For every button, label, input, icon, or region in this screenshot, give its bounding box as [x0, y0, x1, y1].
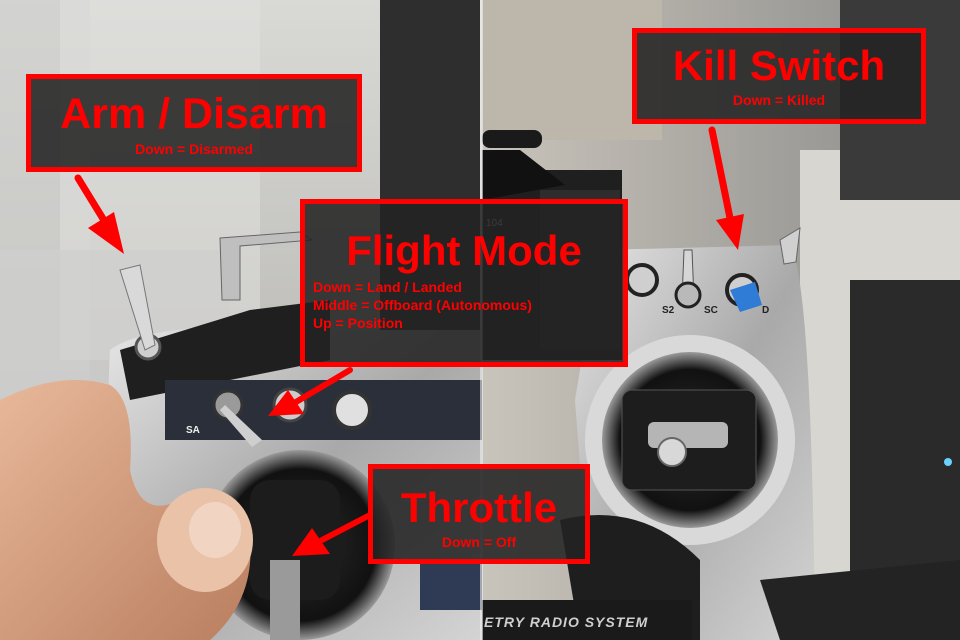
switch-label-sa: SA [186, 425, 200, 436]
kill-switch-subtitle: Down = Killed [732, 92, 826, 108]
flight-mode-callout: Flight Mode Down = Land / Landed Middle … [300, 199, 628, 367]
throttle-title: Throttle [400, 484, 558, 531]
arm-disarm-title: Arm / Disarm [60, 90, 328, 138]
arm-disarm-callout: Arm / Disarm Down = Disarmed [26, 74, 362, 172]
switch-label-sd: D [762, 305, 770, 316]
kill-switch-title: Kill Switch [672, 42, 886, 89]
switch-label-s2: S2 [662, 305, 675, 316]
flight-mode-line-middle: Middle = Offboard (Autonomous) [313, 297, 532, 314]
throttle-callout: Throttle Down = Off [368, 464, 590, 564]
throttle-subtitle: Down = Off [441, 534, 517, 550]
flight-mode-lines: Down = Land / Landed Middle = Offboard (… [305, 278, 623, 333]
arm-disarm-subtitle: Down = Disarmed [135, 141, 253, 157]
flight-mode-line-up: Up = Position [313, 315, 403, 332]
switch-label-sc: SC [704, 305, 718, 316]
kill-switch-callout: Kill Switch Down = Killed [632, 28, 926, 124]
controller-brand-text: ETRY RADIO SYSTEM [484, 614, 649, 630]
flight-mode-title: Flight Mode [346, 227, 582, 274]
flight-mode-line-down: Down = Land / Landed [313, 279, 462, 295]
